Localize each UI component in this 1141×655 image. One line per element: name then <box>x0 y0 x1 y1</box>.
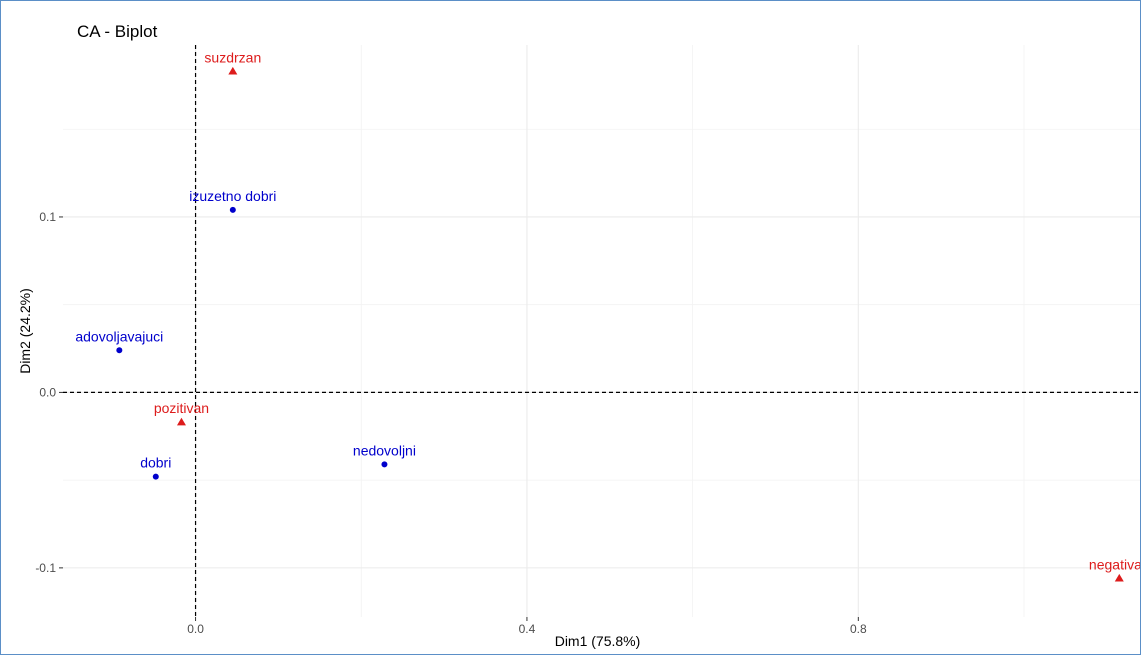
x-tick-label: 0.8 <box>850 622 867 636</box>
triangle-point <box>1114 573 1124 582</box>
point-label: nedovoljni <box>353 442 416 458</box>
y-tick-label: 0.0 <box>39 385 56 399</box>
triangle-point <box>176 417 186 426</box>
x-tick-label: 0.4 <box>519 622 536 636</box>
point-label: adovoljavajuci <box>75 328 163 344</box>
circle-point <box>381 461 388 468</box>
triangle-point <box>228 66 238 75</box>
y-axis-title: Dim2 (24.2%) <box>17 288 33 374</box>
plot-area: 0.0 0.4 0.8 -0.1 0.0 0.1 Dim1 (75.8%) Dim2 (24.… <box>17 45 1140 649</box>
point-label: pozitivan <box>154 400 209 416</box>
point-label: suzdrzan <box>204 49 261 65</box>
x-axis-title: Dim1 (75.8%) <box>555 633 641 649</box>
circle-point <box>229 206 236 213</box>
chart-title: CA - Biplot <box>77 22 158 41</box>
y-tick-label: -0.1 <box>35 561 56 575</box>
point-label: izuzetno dobri <box>189 188 276 204</box>
point-label: negativan <box>1089 556 1140 572</box>
y-tick-label: 0.1 <box>39 210 56 224</box>
point-label: dobri <box>140 455 171 471</box>
circle-point <box>152 473 159 480</box>
x-tick-label: 0.0 <box>187 622 204 636</box>
circle-point <box>116 347 123 354</box>
